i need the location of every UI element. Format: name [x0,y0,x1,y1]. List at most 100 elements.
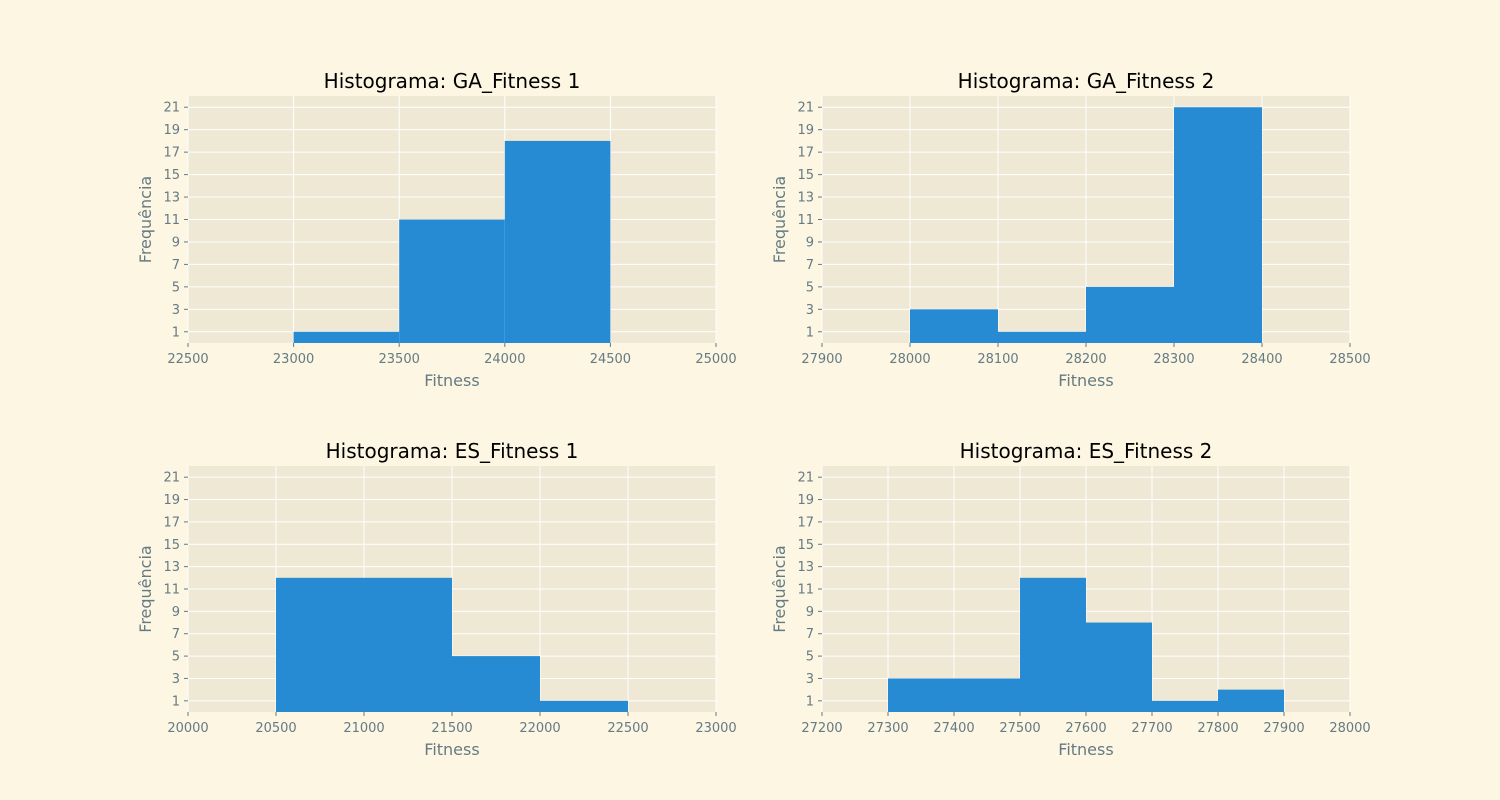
y-tick-label: 5 [172,650,180,665]
y-tick-label: 9 [172,605,180,620]
y-tick-label: 21 [163,101,180,116]
y-tick-label: 7 [172,258,180,273]
y-tick-label: 5 [806,280,814,295]
histogram-bar-2 [399,219,505,343]
y-axis-label: Frequência [136,176,155,263]
y-tick-label: 1 [172,694,180,709]
chart-panel-2: 27900 28000 28100 28200 28300 28400 2850013579… [770,69,1371,390]
y-tick-label: 19 [163,493,180,508]
histogram-bar-4 [1152,700,1218,712]
chart-panel-3: 20000 20500 21000 21500 22000 22500 2300013579… [136,439,737,759]
x-tick-label: 27900 [1263,721,1304,736]
x-tick-label: 27500 [999,721,1040,736]
y-axis-label: Frequência [770,176,789,263]
y-tick-label: 3 [172,303,180,318]
y-tick-label: 11 [163,213,180,228]
chart-panel-4: 27200 27300 27400 27500 27600 27700 27800 27900… [770,439,1371,759]
y-tick-label: 21 [163,471,180,486]
x-tick-label: 24000 [484,352,525,367]
y-tick-label: 9 [806,235,814,250]
y-tick-label: 15 [163,538,180,553]
y-tick-label: 11 [797,583,814,598]
y-tick-label: 1 [806,694,814,709]
x-tick-label: 21000 [343,721,384,736]
histogram-bar-3 [1086,286,1174,343]
y-tick-label: 13 [163,191,180,206]
y-tick-label: 19 [163,123,180,138]
x-tick-label: 23000 [273,352,314,367]
x-tick-label: 28200 [1065,352,1106,367]
x-tick-label: 22000 [519,721,560,736]
y-tick-label: 15 [163,168,180,183]
y-tick-label: 1 [172,325,180,340]
x-tick-label: 25000 [695,352,736,367]
histogram-bar-2 [452,656,540,712]
x-tick-label: 28400 [1241,352,1282,367]
chart-title: Histograma: GA_Fitness 1 [324,69,581,93]
y-tick-label: 9 [172,235,180,250]
y-tick-label: 17 [797,146,814,161]
y-tick-label: 21 [797,471,814,486]
x-axis-label: Fitness [1058,371,1113,390]
x-tick-label: 22500 [167,352,208,367]
histogram-bar-4 [1174,107,1262,344]
histogram-bar-1 [276,577,452,712]
y-tick-label: 13 [797,191,814,206]
x-tick-label: 20500 [255,721,296,736]
histogram-bar-1 [888,678,1020,712]
x-tick-label: 27700 [1131,721,1172,736]
x-axis-label: Fitness [424,740,479,759]
x-tick-label: 23000 [695,721,736,736]
y-tick-label: 3 [806,303,814,318]
y-tick-label: 7 [806,258,814,273]
x-axis-label: Fitness [424,371,479,390]
histogram-bar-1 [293,331,400,343]
histogram-bar-1 [910,309,998,343]
y-tick-label: 11 [163,583,180,598]
x-tick-label: 28500 [1329,352,1370,367]
y-tick-label: 1 [806,325,814,340]
x-tick-label: 28000 [889,352,930,367]
y-tick-label: 5 [172,280,180,295]
x-tick-label: 27300 [867,721,908,736]
x-tick-label: 27600 [1065,721,1106,736]
y-tick-label: 3 [172,672,180,687]
x-tick-label: 27900 [801,352,842,367]
y-tick-label: 13 [163,560,180,575]
x-axis-label: Fitness [1058,740,1113,759]
y-tick-label: 19 [797,123,814,138]
y-tick-label: 15 [797,538,814,553]
y-tick-label: 17 [163,146,180,161]
y-tick-label: 11 [797,213,814,228]
histogram-bar-2 [1020,577,1086,712]
y-tick-label: 19 [797,493,814,508]
histogram-bar-3 [540,700,628,712]
y-tick-label: 5 [806,650,814,665]
histogram-bar-3 [504,140,611,343]
x-tick-label: 27400 [933,721,974,736]
y-tick-label: 13 [797,560,814,575]
histogram-bar-3 [1086,622,1152,712]
histogram-bar-2 [998,331,1086,343]
y-tick-label: 7 [172,627,180,642]
y-tick-label: 17 [797,515,814,530]
x-tick-label: 24500 [590,352,631,367]
y-axis-label: Frequência [770,545,789,632]
y-tick-label: 15 [797,168,814,183]
histogram-bar-5 [1218,689,1284,712]
x-tick-label: 27800 [1197,721,1238,736]
chart-title: Histograma: ES_Fitness 1 [326,439,579,463]
y-tick-label: 9 [806,605,814,620]
y-tick-label: 21 [797,101,814,116]
y-tick-label: 17 [163,515,180,530]
x-tick-label: 20000 [167,721,208,736]
y-tick-label: 7 [806,627,814,642]
x-tick-label: 28100 [977,352,1018,367]
x-tick-label: 28000 [1329,721,1370,736]
x-tick-label: 27200 [801,721,842,736]
x-tick-label: 21500 [431,721,472,736]
x-tick-label: 22500 [607,721,648,736]
chart-title: Histograma: GA_Fitness 2 [958,69,1215,93]
y-axis-label: Frequência [136,545,155,632]
